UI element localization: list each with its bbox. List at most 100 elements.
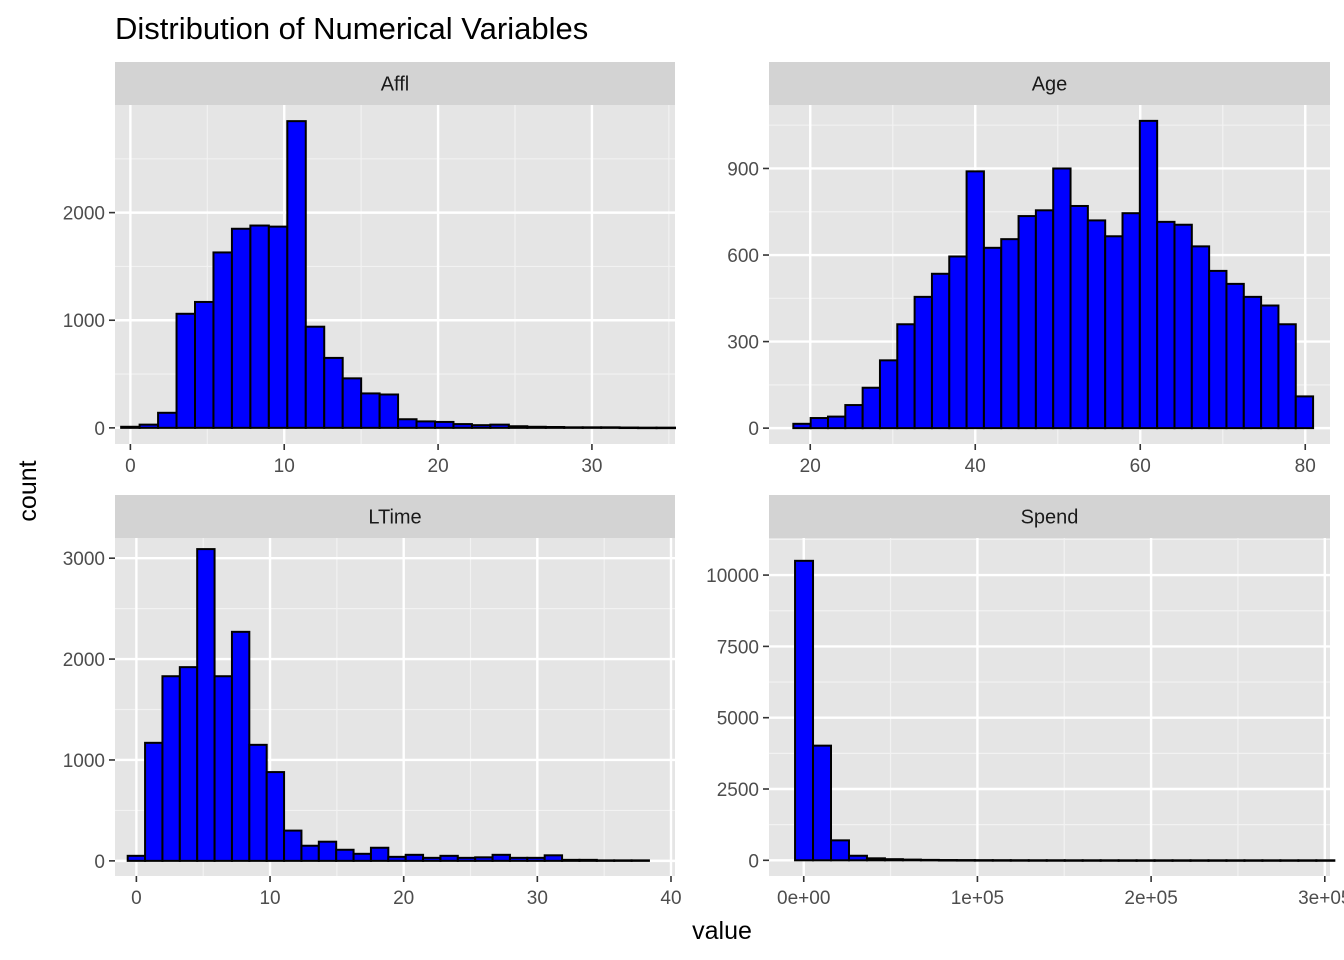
histogram-bar xyxy=(1153,859,1174,862)
histogram-bar xyxy=(360,392,381,429)
histogram-bar xyxy=(1099,859,1120,862)
histogram-bar xyxy=(283,829,303,862)
histogram-bar xyxy=(955,859,976,862)
histogram-bar xyxy=(439,854,459,862)
facet-strip xyxy=(115,495,675,538)
histogram-bar xyxy=(1017,215,1037,430)
histogram-bar xyxy=(387,855,407,862)
histogram-bar xyxy=(175,312,197,429)
histogram-bar xyxy=(563,426,584,429)
histogram-bar xyxy=(883,858,904,862)
histogram-bar xyxy=(1190,245,1211,430)
facet-spend: Spend 0e+00 1e+05 2e+05 3e+05 0 2500 5000 7500 10… xyxy=(706,495,1344,909)
histogram-bar xyxy=(973,859,994,862)
x-tick-label: 0e+00 xyxy=(777,888,830,909)
chart-title: Distribution of Numerical Variables xyxy=(115,11,588,46)
histogram-bar xyxy=(212,251,233,429)
panel-background xyxy=(769,538,1330,876)
histogram-bar xyxy=(637,426,658,430)
histogram-bar xyxy=(317,840,338,862)
facet-strip-label: Affl xyxy=(381,74,410,96)
histogram-bar xyxy=(595,859,616,862)
histogram-bar xyxy=(578,858,598,862)
histogram-bar xyxy=(1045,859,1066,862)
histogram-bar xyxy=(341,377,363,429)
y-tick-label: 0 xyxy=(94,419,105,440)
histogram-bar xyxy=(1034,209,1055,430)
histogram-bar xyxy=(830,839,850,862)
histogram-bar xyxy=(1009,859,1030,862)
y-tick-label: 0 xyxy=(94,852,105,873)
x-tick-label: 20 xyxy=(428,456,449,477)
histogram-bar xyxy=(1294,395,1315,430)
x-tick-label: 10 xyxy=(274,456,295,477)
histogram-bar xyxy=(937,859,958,862)
y-tick-label: 10000 xyxy=(706,566,759,587)
facet-ltime: LTime 0 10 20 30 40 0 1000 2000 3000 xyxy=(63,495,682,909)
y-axis-title: count xyxy=(14,460,42,521)
histogram-bar xyxy=(561,858,581,862)
facet-strip-label: Age xyxy=(1032,74,1068,96)
y-tick-label: 900 xyxy=(727,159,759,180)
histogram-bar xyxy=(1207,859,1228,862)
x-tick-label: 40 xyxy=(660,888,681,909)
histogram-bar xyxy=(300,844,320,862)
histogram-bar xyxy=(456,856,477,862)
histogram-bar xyxy=(474,856,494,862)
histogram-bar xyxy=(126,854,147,862)
histogram-bar xyxy=(267,225,289,429)
x-tick-label: 80 xyxy=(1295,456,1316,477)
histogram-bar xyxy=(930,272,951,430)
histogram-bar xyxy=(213,675,233,862)
histogram-bar xyxy=(323,356,344,429)
histogram-bar xyxy=(491,853,511,862)
histogram-bar xyxy=(178,666,199,862)
histogram-bar xyxy=(1189,859,1210,862)
facet-age: Age 20 40 60 80 0 300 600 900 xyxy=(727,62,1330,477)
histogram-bar xyxy=(1000,238,1020,430)
histogram-bar xyxy=(1243,859,1264,862)
y-tick-label: 1000 xyxy=(63,751,105,772)
histogram-bar xyxy=(161,675,181,862)
histogram-bar xyxy=(581,426,603,429)
histogram-bar xyxy=(1208,269,1228,430)
histogram-bar xyxy=(861,386,881,430)
histogram-bar xyxy=(1086,219,1107,430)
histogram-bar xyxy=(1081,859,1102,862)
histogram-bar xyxy=(812,744,833,862)
x-tick-label: 10 xyxy=(259,888,280,909)
histogram-bar xyxy=(613,859,633,862)
histogram-bar xyxy=(630,859,650,862)
x-tick-label: 30 xyxy=(527,888,548,909)
histogram-bar xyxy=(335,848,355,862)
histogram-bar xyxy=(1260,304,1280,430)
histogram-bar xyxy=(422,856,442,862)
histogram-bar xyxy=(248,743,268,862)
histogram-bar xyxy=(543,854,564,862)
histogram-bar xyxy=(434,420,455,429)
x-tick-label: 2e+05 xyxy=(1124,888,1177,909)
histogram-bar xyxy=(865,857,886,862)
histogram-bar xyxy=(1261,859,1282,862)
histogram-bar xyxy=(1279,859,1300,862)
histogram-bar xyxy=(397,418,418,429)
y-tick-label: 7500 xyxy=(717,637,759,658)
histogram-bar xyxy=(1225,282,1245,430)
histogram-bar xyxy=(618,426,640,430)
histogram-bar xyxy=(901,858,922,862)
histogram-bar xyxy=(544,425,566,429)
x-tick-label: 0 xyxy=(125,456,136,477)
histogram-bar xyxy=(1121,212,1141,430)
histogram-bar xyxy=(1063,859,1084,862)
histogram-bar xyxy=(600,426,621,429)
histogram-bar xyxy=(919,858,940,862)
histogram-bar xyxy=(378,393,400,429)
histogram-bar xyxy=(1277,323,1297,430)
histogram-bar xyxy=(1173,223,1193,430)
histogram-bar xyxy=(230,227,252,429)
histogram-bar xyxy=(508,856,529,862)
x-tick-label: 3e+05 xyxy=(1298,888,1344,909)
histogram-bar xyxy=(1171,859,1192,862)
histogram-bar xyxy=(982,246,1003,430)
